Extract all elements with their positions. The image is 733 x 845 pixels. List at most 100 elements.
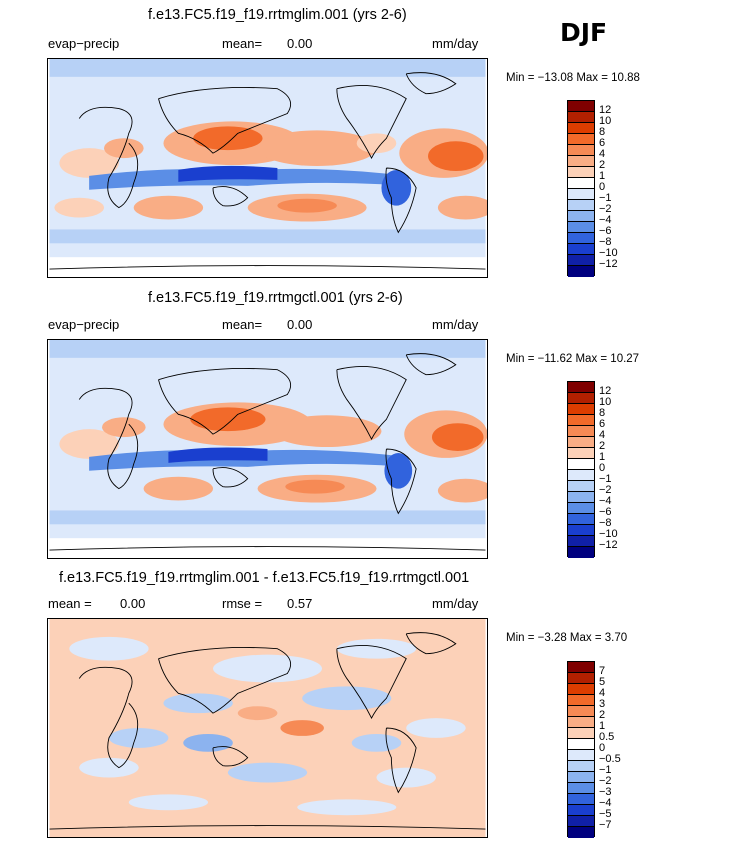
colorbar-tick-label: 6 xyxy=(599,137,606,149)
colorbar-swatch xyxy=(568,514,594,525)
colorbar-swatch xyxy=(568,167,594,178)
colorbar-swatch xyxy=(568,525,594,536)
panel3-units: mm/day xyxy=(432,596,479,611)
colorbar-swatch xyxy=(568,794,594,805)
colorbar-tick-label: −2 xyxy=(599,775,612,787)
colorbar-swatch xyxy=(568,772,594,783)
colorbar-swatch xyxy=(568,492,594,503)
colorbar-tick-label: 2 xyxy=(599,709,606,721)
colorbar-tick-label: −7 xyxy=(599,819,612,831)
panel1-mean-value: 0.00 xyxy=(287,36,313,51)
colorbar-swatch xyxy=(568,547,594,558)
colorbar-swatch xyxy=(568,222,594,233)
colorbar-tick-label: −1 xyxy=(599,192,612,204)
colorbar-tick-label: −4 xyxy=(599,495,612,507)
colorbar-swatch xyxy=(568,426,594,437)
colorbar-tick-label: −4 xyxy=(599,797,612,809)
colorbar-tick-label: 12 xyxy=(599,104,612,116)
colorbar-swatch xyxy=(568,255,594,266)
colorbar-swatch xyxy=(568,536,594,547)
colorbar-swatch xyxy=(568,189,594,200)
colorbar-tick-label: −8 xyxy=(599,517,612,529)
colorbar-swatch xyxy=(568,233,594,244)
colorbar-swatch xyxy=(568,728,594,739)
panel2-contour-field xyxy=(49,340,487,558)
colorbar-swatch xyxy=(568,750,594,761)
colorbar-tick-label: −12 xyxy=(599,258,618,270)
panel2-map xyxy=(47,339,488,559)
panel3-colorbar xyxy=(567,661,595,838)
colorbar-tick-label: 4 xyxy=(599,429,606,441)
panel3-mean-label: mean = xyxy=(48,596,92,611)
colorbar-tick-label: 0 xyxy=(599,742,606,754)
colorbar-tick-label: −3 xyxy=(599,786,612,798)
colorbar-tick-label: 7 xyxy=(599,665,606,677)
colorbar-swatch xyxy=(568,684,594,695)
colorbar-swatch xyxy=(568,266,594,277)
colorbar-swatch xyxy=(568,134,594,145)
colorbar-tick-label: −2 xyxy=(599,203,612,215)
colorbar-swatch xyxy=(568,415,594,426)
colorbar-swatch xyxy=(568,761,594,772)
colorbar-swatch xyxy=(568,244,594,255)
colorbar-tick-label: 1 xyxy=(599,451,606,463)
panel2-title: f.e13.FC5.f19_f19.rrtmgctl.001 (yrs 2-6) xyxy=(148,290,403,306)
panel1-mean-label: mean= xyxy=(222,36,263,51)
panel2-min-max: Min = −11.62 Max = 10.27 xyxy=(506,353,640,365)
colorbar-swatch xyxy=(568,200,594,211)
colorbar-swatch xyxy=(568,437,594,448)
colorbar-tick-label: 0 xyxy=(599,181,606,193)
colorbar-swatch xyxy=(568,827,594,838)
colorbar-tick-label: −0.5 xyxy=(599,753,621,765)
colorbar-tick-label: 12 xyxy=(599,385,612,397)
colorbar-tick-label: 8 xyxy=(599,126,606,138)
colorbar-tick-label: 2 xyxy=(599,440,606,452)
panel1-colorbar xyxy=(567,100,595,277)
colorbar-tick-label: −6 xyxy=(599,225,612,237)
colorbar-swatch xyxy=(568,717,594,728)
panel2-mean-label: mean= xyxy=(222,317,263,332)
colorbar-tick-label: −2 xyxy=(599,484,612,496)
panel1-variable-label: evap−precip xyxy=(48,36,120,51)
colorbar-swatch xyxy=(568,805,594,816)
colorbar-swatch xyxy=(568,783,594,794)
colorbar-tick-label: 8 xyxy=(599,407,606,419)
colorbar-swatch xyxy=(568,481,594,492)
colorbar-swatch xyxy=(568,145,594,156)
panel3-contour-field xyxy=(49,619,486,837)
colorbar-swatch xyxy=(568,382,594,393)
colorbar-tick-label: 0.5 xyxy=(599,731,615,743)
colorbar-tick-label: 4 xyxy=(599,687,606,699)
colorbar-swatch xyxy=(568,393,594,404)
season-label: DJF xyxy=(560,18,608,47)
colorbar-swatch xyxy=(568,739,594,750)
colorbar-tick-label: 6 xyxy=(599,418,606,430)
panel1-min-max: Min = −13.08 Max = 10.88 xyxy=(506,72,640,84)
panel1-units: mm/day xyxy=(432,36,479,51)
colorbar-tick-label: 2 xyxy=(599,159,606,171)
colorbar-swatch xyxy=(568,448,594,459)
panel2-units: mm/day xyxy=(432,317,479,332)
colorbar-tick-label: −1 xyxy=(599,473,612,485)
colorbar-tick-label: 0 xyxy=(599,462,606,474)
colorbar-tick-label: −12 xyxy=(599,539,618,551)
colorbar-swatch xyxy=(568,459,594,470)
colorbar-tick-label: 5 xyxy=(599,676,606,688)
colorbar-tick-label: 1 xyxy=(599,170,606,182)
colorbar-swatch xyxy=(568,178,594,189)
colorbar-tick-label: −1 xyxy=(599,764,612,776)
colorbar-tick-label: −8 xyxy=(599,236,612,248)
panel1-title: f.e13.FC5.f19_f19.rrtmglim.001 (yrs 2-6) xyxy=(148,7,407,23)
colorbar-tick-label: −10 xyxy=(599,528,618,540)
colorbar-tick-label: −10 xyxy=(599,247,618,259)
colorbar-tick-label: 4 xyxy=(599,148,606,160)
panel1-map xyxy=(47,58,488,278)
colorbar-swatch xyxy=(568,156,594,167)
panel2-mean-value: 0.00 xyxy=(287,317,313,332)
colorbar-tick-label: 3 xyxy=(599,698,606,710)
panel3-map xyxy=(47,618,488,838)
colorbar-swatch xyxy=(568,816,594,827)
panel1-contour-field xyxy=(49,59,487,277)
colorbar-swatch xyxy=(568,211,594,222)
colorbar-swatch xyxy=(568,112,594,123)
